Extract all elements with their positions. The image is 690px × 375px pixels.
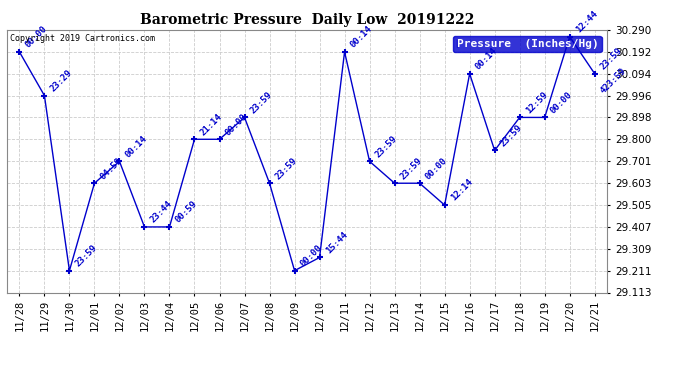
Text: 23:59: 23:59 bbox=[374, 134, 399, 159]
Text: 15:44: 15:44 bbox=[324, 230, 349, 255]
Text: 00:00: 00:00 bbox=[224, 112, 249, 137]
Text: 00:00: 00:00 bbox=[23, 24, 49, 50]
Text: 00:00: 00:00 bbox=[549, 90, 574, 115]
Text: 12:44: 12:44 bbox=[574, 9, 599, 34]
Legend: Pressure  (Inches/Hg): Pressure (Inches/Hg) bbox=[453, 36, 602, 52]
Text: 23:59: 23:59 bbox=[248, 90, 274, 115]
Text: 04:59: 04:59 bbox=[99, 156, 124, 181]
Text: 23:44: 23:44 bbox=[148, 200, 174, 225]
Text: 23:59: 23:59 bbox=[399, 156, 424, 181]
Text: 423:59: 423:59 bbox=[599, 66, 628, 95]
Text: 12:14: 12:14 bbox=[448, 177, 474, 203]
Text: 00:14: 00:14 bbox=[124, 134, 149, 159]
Text: 00:14: 00:14 bbox=[474, 46, 499, 72]
Text: 00:00: 00:00 bbox=[424, 156, 449, 181]
Text: 00:00: 00:00 bbox=[299, 243, 324, 268]
Text: 00:14: 00:14 bbox=[348, 24, 374, 50]
Text: 21:14: 21:14 bbox=[199, 112, 224, 137]
Text: 23:59: 23:59 bbox=[599, 46, 624, 72]
Text: 00:59: 00:59 bbox=[174, 200, 199, 225]
Text: 23:29: 23:29 bbox=[48, 68, 74, 93]
Text: 23:59: 23:59 bbox=[499, 123, 524, 148]
Text: 12:59: 12:59 bbox=[524, 90, 549, 115]
Title: Barometric Pressure  Daily Low  20191222: Barometric Pressure Daily Low 20191222 bbox=[140, 13, 474, 27]
Text: Copyright 2019 Cartronics.com: Copyright 2019 Cartronics.com bbox=[10, 34, 155, 43]
Text: 23:59: 23:59 bbox=[274, 156, 299, 181]
Text: 23:59: 23:59 bbox=[74, 243, 99, 268]
